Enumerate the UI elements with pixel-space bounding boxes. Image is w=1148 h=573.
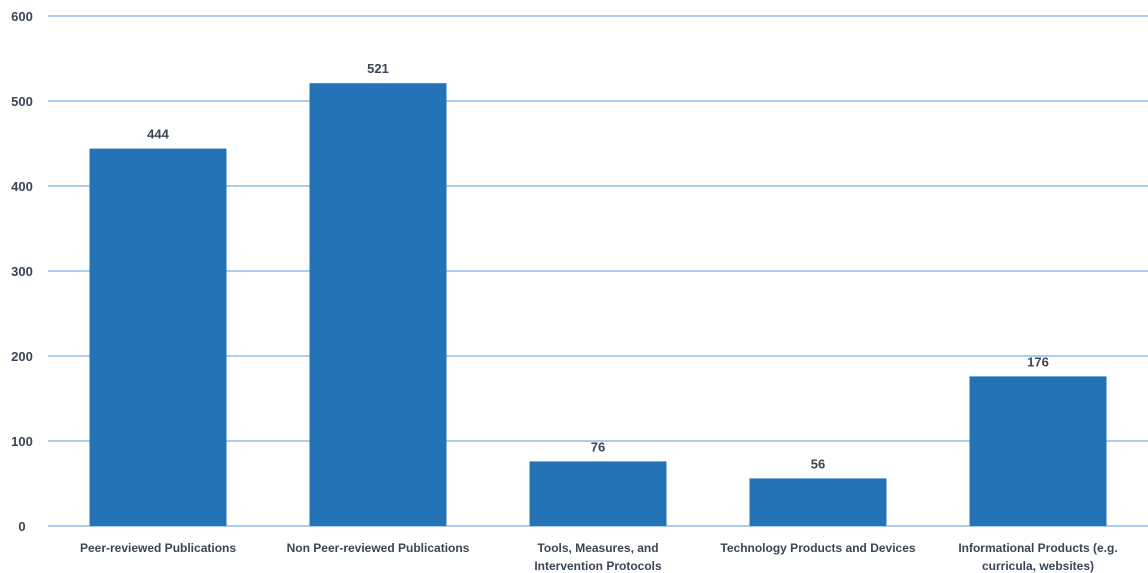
x-category-label-line: Informational Products (e.g. — [958, 541, 1117, 555]
bars — [89, 83, 1107, 526]
x-category-label-line: Non Peer-reviewed Publications — [287, 541, 470, 555]
x-category-label-line: Tools, Measures, and — [537, 541, 658, 555]
x-category-label-line: Intervention Protocols — [534, 559, 662, 573]
x-category-label: Non Peer-reviewed Publications — [287, 541, 470, 555]
bar — [529, 461, 667, 526]
x-axis-categories: Peer-reviewed Publications Non Peer-revie… — [80, 541, 1118, 573]
bar-value-label: 521 — [367, 61, 389, 76]
x-category-label: Informational Products (e.g. curricula, w… — [958, 541, 1117, 573]
bar-value-label: 444 — [147, 127, 169, 142]
x-category-label-line: Technology Products and Devices — [720, 541, 915, 555]
y-tick-label: 300 — [11, 264, 33, 279]
y-tick-label: 500 — [11, 94, 33, 109]
y-tick-label: 600 — [11, 9, 33, 24]
x-category-label: Technology Products and Devices — [720, 541, 915, 555]
y-tick-label: 100 — [11, 434, 33, 449]
bar-value-label: 76 — [591, 439, 605, 454]
x-category-label-line: curricula, websites) — [982, 559, 1094, 573]
bar — [749, 478, 887, 526]
data-labels: 444 521 76 56 176 — [147, 61, 1049, 471]
y-tick-label: 0 — [18, 519, 25, 534]
bar — [969, 376, 1107, 526]
x-category-label: Peer-reviewed Publications — [80, 541, 236, 555]
gridlines — [48, 15, 1148, 527]
y-axis-ticks: 0 100 200 300 400 500 600 — [11, 9, 33, 534]
bar — [309, 83, 447, 526]
bar-value-label: 176 — [1027, 354, 1049, 369]
y-tick-label: 200 — [11, 349, 33, 364]
x-category-label-line: Peer-reviewed Publications — [80, 541, 236, 555]
y-tick-label: 400 — [11, 179, 33, 194]
bar-value-label: 56 — [811, 456, 825, 471]
x-category-label: Tools, Measures, and Intervention Protoco… — [534, 541, 662, 573]
bar — [89, 148, 227, 526]
